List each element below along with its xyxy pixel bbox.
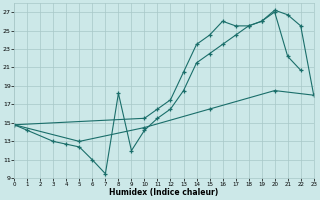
X-axis label: Humidex (Indice chaleur): Humidex (Indice chaleur): [109, 188, 219, 197]
